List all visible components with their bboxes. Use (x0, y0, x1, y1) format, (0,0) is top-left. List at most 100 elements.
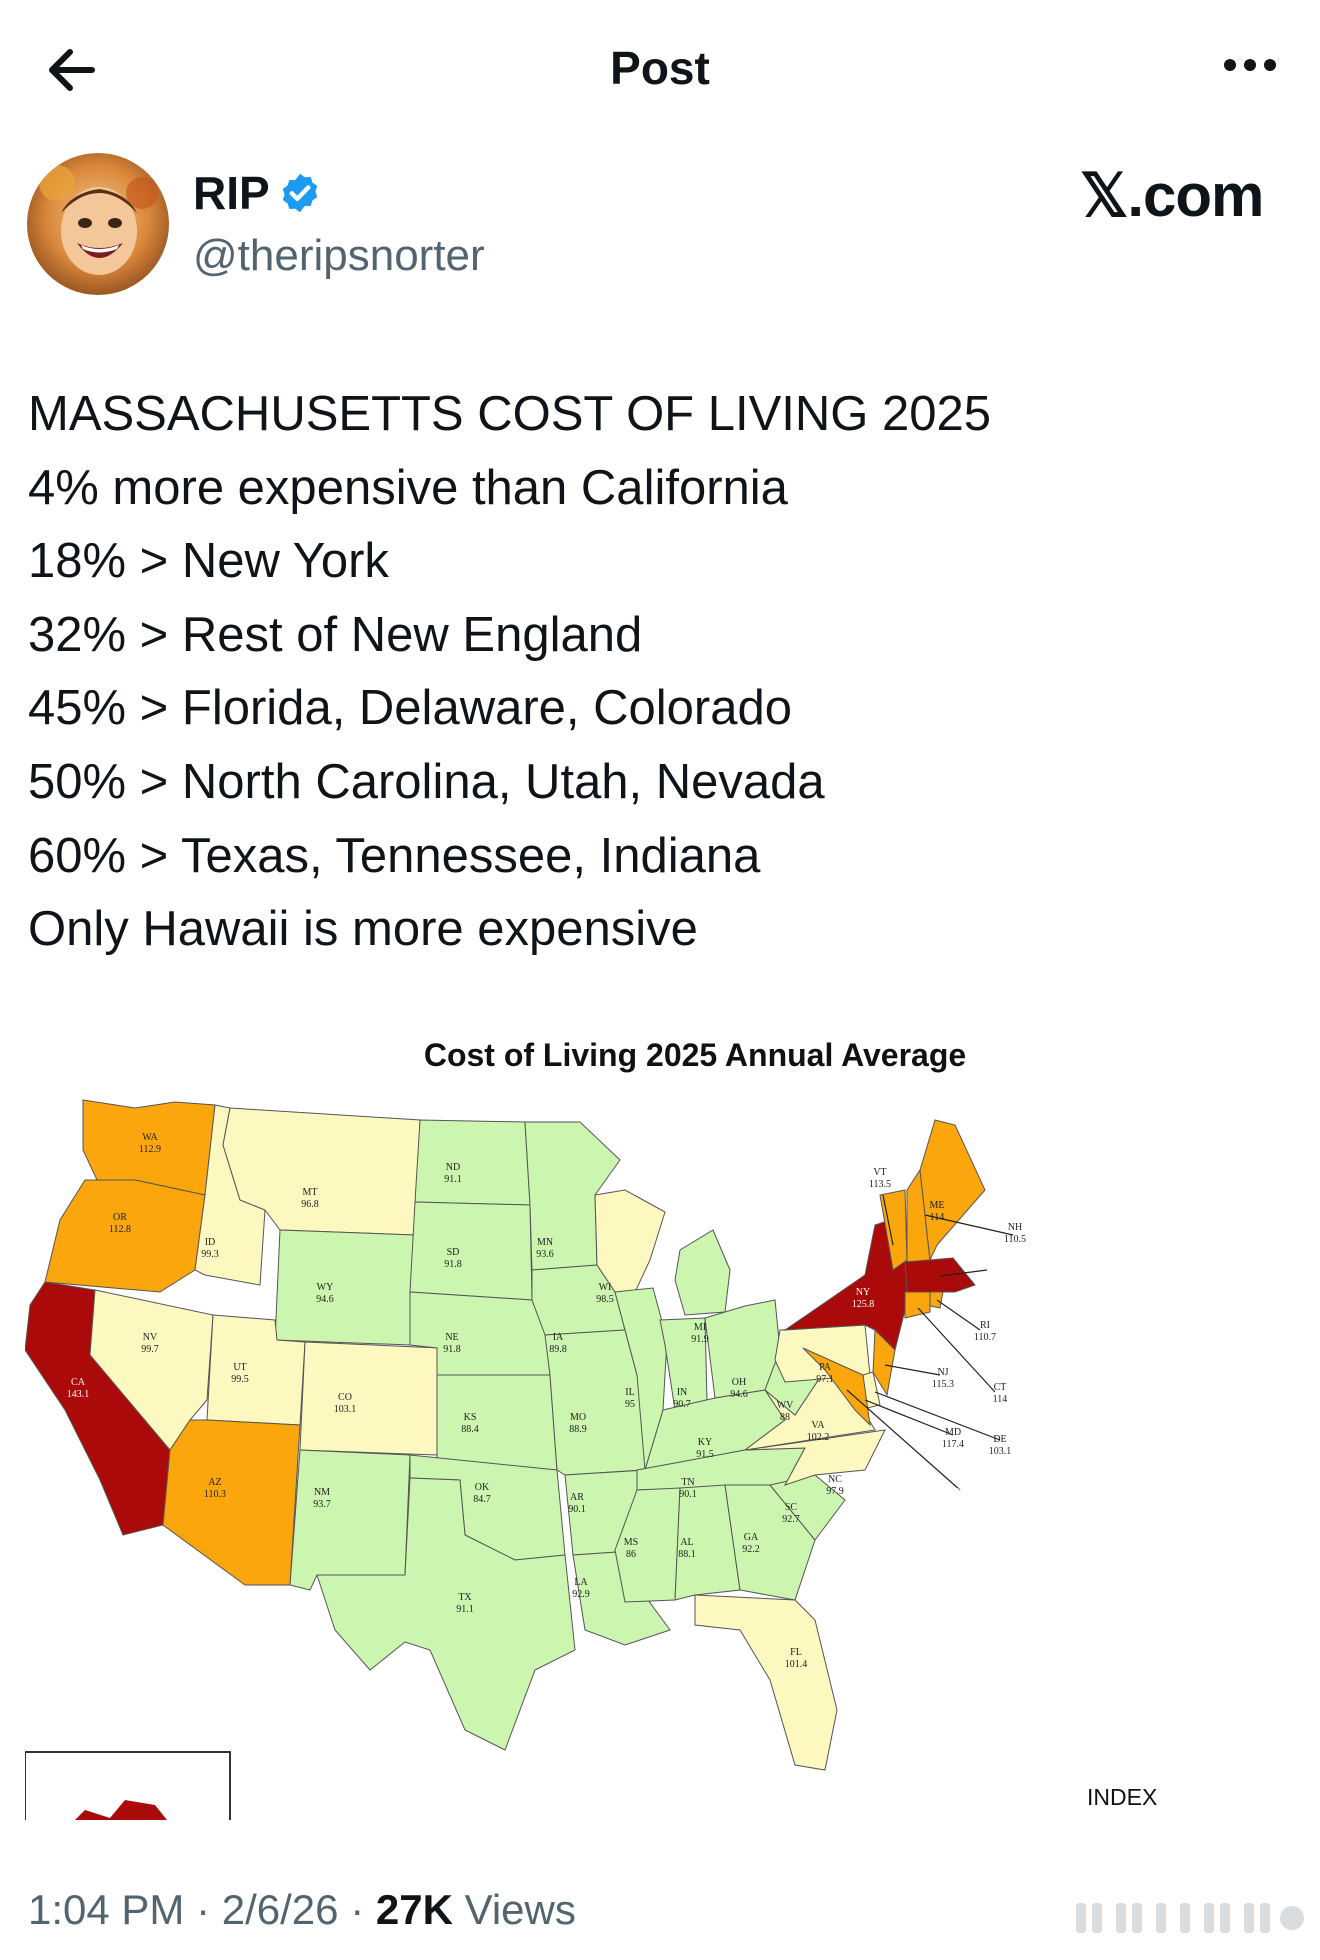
state-abbr-ar: AR (570, 1492, 584, 1503)
state-shape-wy (274, 1229, 416, 1346)
state-abbr-mi: MI (694, 1322, 706, 1333)
state-abbr-ms: MS (624, 1537, 638, 1548)
state-value-nh: 110.5 (1004, 1234, 1026, 1245)
state-shape-nm (289, 1449, 411, 1591)
state-shape-sd (409, 1201, 533, 1301)
state-value-mo: 88.9 (569, 1424, 587, 1435)
more-button[interactable] (1220, 45, 1280, 85)
state-abbr-ut: UT (233, 1362, 246, 1373)
state-abbr-va: VA (811, 1420, 825, 1431)
post-date[interactable]: 2/6/26 (221, 1886, 339, 1933)
state-value-in: 90.7 (673, 1399, 691, 1410)
state-shape-nj (872, 1328, 896, 1397)
leader-line-nh (924, 1214, 1014, 1236)
state-value-nd: 91.1 (444, 1174, 462, 1185)
back-button[interactable] (40, 38, 104, 102)
verified-badge-icon (282, 173, 317, 213)
state-abbr-nv: NV (143, 1332, 158, 1343)
author-name-text: RIP (193, 167, 270, 219)
state-abbr-wa: WA (142, 1132, 158, 1143)
state-value-tx: 91.1 (456, 1604, 474, 1615)
state-value-co: 103.1 (334, 1404, 357, 1415)
index-label: INDEX (1087, 1784, 1157, 1810)
leader-line-md (864, 1399, 954, 1436)
state-abbr-de: DE (993, 1434, 1006, 1445)
author-handle[interactable]: @theripsnorter (193, 231, 485, 280)
state-abbr-az: AZ (208, 1477, 221, 1488)
state-value-sd: 91.8 (444, 1259, 462, 1270)
watermark (1076, 1895, 1306, 1939)
state-abbr-md: MD (945, 1427, 961, 1438)
state-shape-nd (414, 1119, 531, 1206)
state-value-wv: 88 (780, 1412, 790, 1423)
leader-line-vt (882, 1194, 894, 1246)
state-value-md: 117.4 (942, 1439, 964, 1450)
arrow-left-icon (49, 49, 95, 91)
state-abbr-ia: IA (553, 1332, 564, 1343)
state-value-fl: 101.4 (785, 1659, 808, 1670)
state-value-oh: 94.6 (730, 1389, 748, 1400)
state-shape-ct (904, 1291, 931, 1319)
state-abbr-fl: FL (790, 1647, 802, 1658)
views-label: Views (464, 1886, 576, 1933)
state-value-mi: 91.9 (691, 1334, 709, 1345)
state-value-mn: 93.6 (536, 1249, 554, 1260)
state-value-tn: 90.1 (679, 1489, 697, 1500)
state-value-me: 114 (930, 1212, 945, 1223)
state-shape-or (44, 1179, 206, 1293)
state-abbr-ga: GA (744, 1532, 759, 1543)
state-shape-ms (614, 1487, 681, 1603)
state-value-nv: 99.7 (141, 1344, 159, 1355)
state-abbr-dc: DC (953, 1487, 967, 1498)
state-abbr-tx: TX (458, 1592, 472, 1603)
map-image[interactable]: Cost of Living 2025 Annual Average WA 112… (24, 1030, 1320, 1823)
state-abbr-vt: VT (873, 1167, 886, 1178)
state-value-de: 103.1 (989, 1446, 1012, 1457)
post-time[interactable]: 1:04 PM (28, 1886, 185, 1933)
state-abbr-oh: OH (732, 1377, 746, 1388)
state-abbr-ct: CT (994, 1382, 1007, 1393)
more-horizontal-icon (1224, 59, 1276, 71)
state-value-ms: 86 (626, 1549, 636, 1560)
state-abbr-ks: KS (464, 1412, 477, 1423)
post-line: 32% > Rest of New England (28, 607, 643, 662)
state-abbr-in: IN (677, 1387, 688, 1398)
leader-line-dc (846, 1389, 961, 1491)
state-shape-ma (904, 1257, 976, 1293)
post-line: 60% > Texas, Tennessee, Indiana (28, 828, 761, 883)
avatar[interactable] (27, 153, 169, 295)
state-value-ut: 99.5 (231, 1374, 249, 1385)
state-value-mt: 96.8 (301, 1199, 319, 1210)
leader-line-ma (939, 1269, 988, 1277)
views-count[interactable]: 27K (375, 1886, 453, 1933)
state-shapes (24, 1099, 986, 1771)
state-abbr-ky: KY (698, 1437, 712, 1448)
state-shape-md (802, 1347, 871, 1427)
separator-dot: · (184, 1886, 222, 1933)
state-abbr-la: LA (574, 1577, 588, 1588)
state-abbr-nm: NM (314, 1487, 330, 1498)
state-value-ny: 125.8 (852, 1299, 875, 1310)
separator-dot: · (338, 1886, 376, 1933)
state-abbr-nj: NJ (937, 1367, 948, 1378)
state-abbr-mt: MT (303, 1187, 318, 1198)
state-abbr-il: IL (625, 1387, 634, 1398)
state-value-pa: 97.1 (816, 1374, 834, 1385)
state-value-or: 112.8 (109, 1224, 131, 1235)
state-value-al: 88.1 (678, 1549, 696, 1560)
post-text: MASSACHUSETTS COST OF LIVING 2025 4% mor… (28, 378, 1288, 967)
state-value-id: 99.3 (201, 1249, 219, 1260)
author-name[interactable]: RIP (193, 165, 322, 221)
state-shape-nc (744, 1429, 886, 1486)
post-line: 45% > Florida, Delaware, Colorado (28, 681, 792, 736)
state-value-wi: 98.5 (596, 1294, 614, 1305)
avatar-image (27, 153, 169, 295)
state-value-az: 110.3 (204, 1489, 226, 1500)
state-value-wy: 94.6 (316, 1294, 334, 1305)
state-value-la: 92.9 (572, 1589, 590, 1600)
state-abbr-wy: WY (317, 1282, 334, 1293)
state-value-ok: 84.7 (473, 1494, 491, 1505)
state-value-ct: 114 (993, 1394, 1008, 1405)
state-shape-tx (316, 1477, 576, 1751)
state-value-nm: 93.7 (313, 1499, 331, 1510)
